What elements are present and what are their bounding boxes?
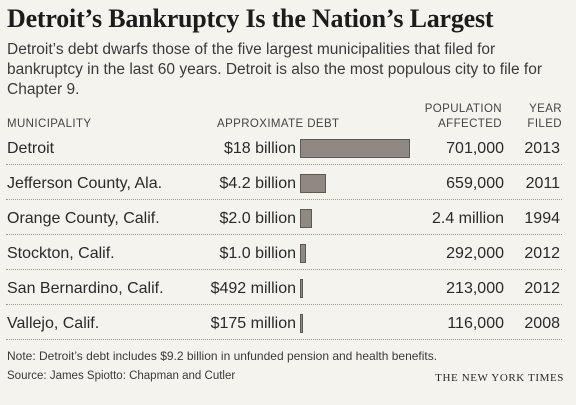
chart-subtitle: Detroit’s debt dwarfs those of the five … bbox=[7, 41, 543, 98]
table-row: Stockton, Calif. $1.0 billion 292,000 2012 bbox=[6, 240, 562, 270]
chart-title: Detroit’s Bankruptcy Is the Nation’s Lar… bbox=[7, 4, 494, 33]
table-row: Detroit $18 billion 701,000 2013 bbox=[6, 135, 562, 165]
credit-line: THE NEW YORK TIMES bbox=[435, 372, 564, 384]
debt-label: $1.0 billion bbox=[219, 245, 297, 262]
debt-bar bbox=[300, 139, 410, 158]
year-filed: 2013 bbox=[524, 140, 560, 157]
municipality-name: Vallejo, Calif. bbox=[7, 315, 100, 332]
population-value: 2.4 million bbox=[431, 210, 504, 227]
municipality-name: San Bernardino, Calif. bbox=[7, 280, 164, 297]
population-value: 659,000 bbox=[446, 175, 504, 192]
header-year: Year filed bbox=[527, 103, 562, 130]
population-value: 116,000 bbox=[447, 315, 504, 332]
municipality-name: Jefferson County, Ala. bbox=[7, 175, 163, 192]
year-filed: 2011 bbox=[525, 175, 560, 192]
header-population: Population affected bbox=[424, 103, 502, 130]
municipality-name: Stockton, Calif. bbox=[7, 245, 115, 262]
header-municipality: Municipality bbox=[7, 118, 92, 130]
year-filed: 2008 bbox=[524, 315, 560, 332]
debt-label: $4.2 billion bbox=[219, 175, 297, 192]
debt-label: $175 million bbox=[210, 315, 296, 332]
table-row: Orange County, Calif. $2.0 billion 2.4 mil… bbox=[6, 205, 562, 235]
population-value: 213,000 bbox=[446, 280, 504, 297]
year-filed: 2012 bbox=[524, 280, 560, 297]
footnote: Note: Detroit’s debt includes $9.2 billi… bbox=[7, 349, 438, 363]
table-row: San Bernardino, Calif. $492 million 213,00… bbox=[6, 275, 562, 305]
debt-label: $2.0 billion bbox=[219, 210, 297, 227]
municipality-name: Orange County, Calif. bbox=[7, 210, 160, 227]
debt-bar bbox=[300, 174, 326, 193]
debt-label: $18 billion bbox=[223, 140, 296, 157]
year-filed: 1994 bbox=[524, 210, 560, 227]
table-row: Jefferson County, Ala. $4.2 billion 659,00… bbox=[6, 170, 562, 200]
source-line: Source: James Spiotto: Chapman and Cutle… bbox=[7, 370, 236, 382]
debt-bar bbox=[300, 279, 303, 298]
population-value: 701,000 bbox=[446, 140, 504, 157]
debt-bar bbox=[300, 314, 303, 333]
population-value: 292,000 bbox=[446, 245, 504, 262]
debt-bar bbox=[300, 209, 313, 228]
year-filed: 2012 bbox=[524, 245, 560, 262]
header-debt: Approximate debt bbox=[217, 118, 340, 130]
debt-label: $492 million bbox=[210, 280, 296, 297]
debt-bar bbox=[300, 244, 307, 263]
municipality-name: Detroit bbox=[7, 140, 55, 157]
table-row: Vallejo, Calif. $175 million 116,000 2008 bbox=[6, 310, 562, 340]
